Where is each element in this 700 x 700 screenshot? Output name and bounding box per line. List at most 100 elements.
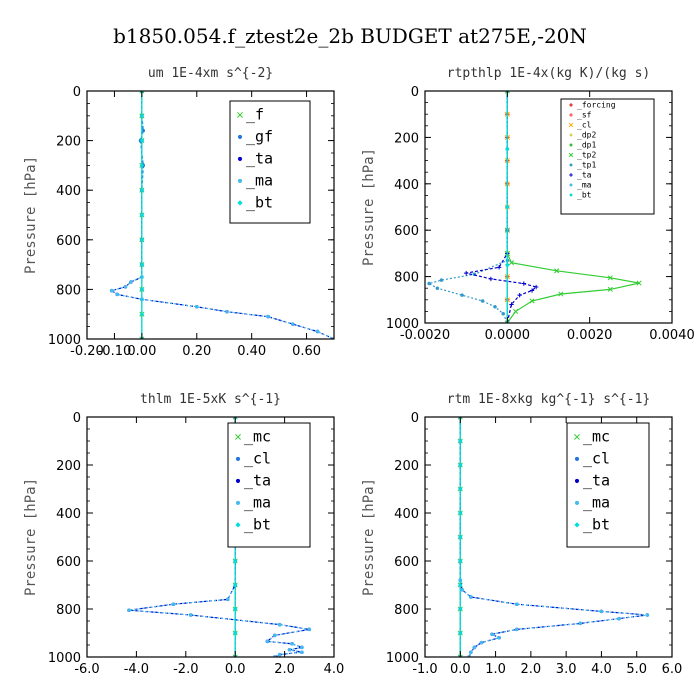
data-point [439, 278, 444, 282]
data-point [139, 163, 145, 168]
legend-marker [237, 178, 243, 183]
legend-entry: _tp1 [577, 161, 596, 170]
y-tick-label: 0 [73, 411, 81, 426]
data-point [554, 268, 560, 274]
legend-entry: _ta [246, 150, 273, 168]
data-point [290, 642, 294, 646]
data-point [460, 293, 464, 297]
data-point [123, 285, 128, 289]
data-point [272, 633, 277, 638]
y-tick-label: 0 [411, 411, 419, 426]
x-tick-label: 0.0 [225, 662, 246, 677]
chart-panel-3: thlm 1E-5xK s^{-1} Pressure [hPa] 0 200 400 6… [23, 392, 344, 677]
data-point [645, 613, 650, 617]
data-point [139, 262, 145, 267]
data-point [505, 146, 510, 152]
legend-marker [574, 500, 580, 505]
data-point [529, 298, 535, 304]
data-point [277, 622, 282, 627]
data-point [458, 462, 463, 468]
chart-panel-2: rtpthlp 1E-4x(kg K)/(kg s) Pressure [hPa]… [361, 66, 695, 343]
legend-entry: _ma [577, 181, 592, 190]
y-tick-label: 200 [56, 459, 81, 474]
legend-marker [237, 200, 243, 206]
y-tick-label: 600 [56, 555, 81, 570]
y-axis-label: Pressure [hPa] [361, 148, 377, 266]
legend-marker [235, 500, 241, 505]
x-tick-label: 0.40 [237, 344, 266, 359]
y-tick-label: 400 [394, 507, 419, 522]
panel-title: thlm 1E-5xK s^{-1} [140, 392, 281, 407]
data-point [479, 640, 484, 645]
data-point [513, 308, 519, 314]
x-tick-label: 0.00 [127, 344, 156, 359]
data-point [171, 602, 176, 606]
data-point [226, 597, 230, 602]
series-group [457, 417, 650, 657]
data-point [472, 645, 477, 650]
legend-box [560, 98, 655, 215]
data-point [529, 288, 535, 293]
data-point [480, 299, 485, 303]
data-point [458, 558, 463, 564]
legend-entry: _bt [583, 516, 610, 534]
legend-entry: _bt [577, 191, 592, 200]
data-point [139, 113, 145, 118]
panel-title: um 1E-4xm s^{-2} [148, 66, 273, 81]
x-tick-label: -4.0 [124, 662, 149, 677]
data-point [233, 630, 238, 636]
data-point [469, 650, 473, 654]
data-point [533, 284, 539, 290]
x-tick-label: 6.0 [662, 662, 683, 677]
legend-entry: _bt [246, 194, 273, 212]
data-point [501, 311, 505, 316]
legend-entry: _mc [583, 428, 610, 446]
data-point [139, 287, 145, 292]
legend-entry: _tp2 [577, 151, 596, 160]
data-point [617, 616, 621, 621]
chart-panel-1: um 1E-4xm s^{-2} Pressure [hPa] 0 200 400 600… [23, 66, 335, 359]
legend-box [566, 422, 650, 548]
data-point [458, 582, 463, 588]
legend-entry: _cl [577, 121, 592, 130]
legend-entry: _dp1 [577, 141, 596, 150]
legend-marker [235, 456, 241, 461]
x-tick-label: 4.0 [324, 662, 345, 677]
panel-title: rtpthlp 1E-4x(kg K)/(kg s) [447, 66, 651, 81]
series-group [427, 91, 642, 323]
legend-entry: _gf [246, 128, 273, 146]
legend-entry: _ta [583, 472, 610, 490]
legend-marker [574, 478, 580, 483]
data-point [458, 606, 463, 612]
y-tick-label: 400 [394, 178, 419, 193]
data-point [599, 609, 604, 614]
y-tick-label: 1000 [386, 651, 419, 666]
legend-entry: _cl [244, 450, 271, 468]
panel-title: rtm 1E-8xkg kg^{-1} s^{-1} [447, 392, 651, 407]
data-point [517, 292, 522, 298]
legend-entry: _ta [577, 171, 592, 180]
data-point [504, 320, 510, 323]
data-point [578, 621, 583, 626]
data-point [225, 309, 229, 314]
legend-marker [574, 433, 580, 440]
data-point [435, 286, 440, 290]
data-point [508, 260, 515, 266]
data-point [139, 336, 145, 339]
y-tick-label: 400 [56, 507, 81, 522]
legend-entry: _f [246, 106, 264, 124]
data-point [458, 438, 463, 444]
data-point [232, 654, 238, 657]
y-tick-label: 600 [56, 234, 81, 249]
legend-marker [569, 173, 573, 177]
y-tick-label: 1000 [48, 651, 81, 666]
data-point [488, 276, 494, 282]
legend-marker [569, 193, 573, 197]
data-point [505, 262, 510, 268]
data-point [460, 588, 464, 592]
data-point [291, 322, 295, 326]
legend-marker [569, 113, 573, 117]
legend-marker [569, 133, 573, 137]
series-line [459, 417, 648, 657]
x-tick-label: -2.0 [173, 662, 198, 677]
